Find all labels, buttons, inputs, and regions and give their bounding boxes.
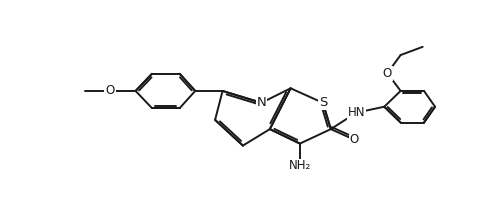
Text: O: O [105,84,115,97]
Text: NH₂: NH₂ [289,159,311,172]
Text: O: O [350,133,359,146]
Text: N: N [257,96,266,109]
Text: S: S [319,96,327,109]
Text: HN: HN [348,106,365,119]
Text: O: O [383,67,392,80]
